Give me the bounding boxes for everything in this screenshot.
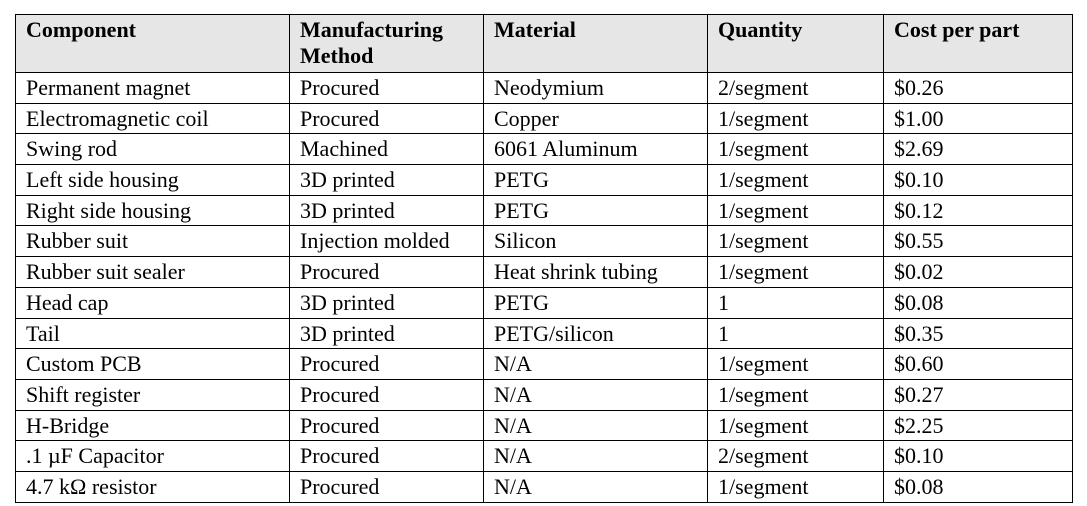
cell-component: Head cap (15, 286, 290, 319)
cell-manufacturing-method: Procured (289, 409, 484, 442)
cell-quantity: 1/segment (707, 409, 884, 442)
cell-manufacturing-method: Procured (289, 348, 484, 380)
cell-material: Neodymium (483, 72, 708, 104)
cell-manufacturing-method: Procured (289, 378, 484, 411)
table-row: Swing rod Machined 6061 Aluminum 1/segment $… (15, 133, 1073, 166)
cell-cost-per-part: $0.10 (883, 440, 1073, 472)
cell-cost-per-part: $0.08 (883, 286, 1073, 319)
cell-component: .1 µF Capacitor (15, 440, 290, 472)
cell-quantity: 1/segment (707, 164, 884, 196)
cell-quantity: 1/segment (707, 225, 884, 258)
cell-quantity: 1/segment (707, 133, 884, 166)
cell-manufacturing-method: Procured (289, 470, 484, 503)
table-row: Rubber suit Injection molded Silicon 1/segm… (15, 225, 1073, 258)
cell-cost-per-part: $2.25 (883, 409, 1073, 442)
header-row: Component Manufacturing Method Material … (15, 14, 1073, 73)
table-row: Head cap 3D printed PETG 1 $0.08 (15, 286, 1073, 319)
table-body: Permanent magnet Procured Neodymium 2/segme… (15, 72, 1073, 503)
table-row: H-Bridge Procured N/A 1/segment $2.25 (15, 409, 1073, 442)
cell-manufacturing-method: Procured (289, 256, 484, 288)
cell-material: N/A (483, 440, 708, 472)
table-row: 4.7 kΩ resistor Procured N/A 1/segment $0.08 (15, 470, 1073, 503)
cell-component: Shift register (15, 378, 290, 411)
cell-material: PETG (483, 194, 708, 227)
cell-cost-per-part: $0.35 (883, 317, 1073, 350)
header-manufacturing-method: Manufacturing Method (289, 14, 484, 73)
cell-material: PETG (483, 286, 708, 319)
parts-cost-table: Component Manufacturing Method Material … (15, 14, 1073, 503)
table-row: Tail 3D printed PETG/silicon 1 $0.35 (15, 317, 1073, 350)
cell-cost-per-part: $2.69 (883, 133, 1073, 166)
cell-component: H-Bridge (15, 409, 290, 442)
cell-quantity: 2/segment (707, 440, 884, 472)
cell-cost-per-part: $0.55 (883, 225, 1073, 258)
cell-component: Rubber suit (15, 225, 290, 258)
cell-material: N/A (483, 470, 708, 503)
cell-component: Swing rod (15, 133, 290, 166)
cell-quantity: 1 (707, 286, 884, 319)
cell-quantity: 1/segment (707, 348, 884, 380)
cell-component: 4.7 kΩ resistor (15, 470, 290, 503)
header-component: Component (15, 14, 290, 73)
cell-component: Electromagnetic coil (15, 102, 290, 135)
cell-manufacturing-method: Procured (289, 102, 484, 135)
table-row: Permanent magnet Procured Neodymium 2/segme… (15, 72, 1073, 104)
cell-quantity: 1/segment (707, 194, 884, 227)
cell-component: Tail (15, 317, 290, 350)
cell-material: 6061 Aluminum (483, 133, 708, 166)
cell-quantity: 1 (707, 317, 884, 350)
cell-cost-per-part: $0.60 (883, 348, 1073, 380)
cell-material: N/A (483, 378, 708, 411)
table-row: Left side housing 3D printed PETG 1/segment… (15, 164, 1073, 196)
cell-cost-per-part: $0.26 (883, 72, 1073, 104)
table-row: Shift register Procured N/A 1/segment $0.27 (15, 378, 1073, 411)
cell-cost-per-part: $0.10 (883, 164, 1073, 196)
cell-component: Custom PCB (15, 348, 290, 380)
parts-cost-table-container: Component Manufacturing Method Material … (15, 14, 1073, 503)
header-cost-per-part: Cost per part (883, 14, 1073, 73)
cell-manufacturing-method: Injection molded (289, 225, 484, 258)
cell-manufacturing-method: Procured (289, 72, 484, 104)
table-row: Rubber suit sealer Procured Heat shrink tu… (15, 256, 1073, 288)
cell-manufacturing-method: 3D printed (289, 164, 484, 196)
cell-component: Left side housing (15, 164, 290, 196)
cell-manufacturing-method: 3D printed (289, 194, 484, 227)
cell-component: Rubber suit sealer (15, 256, 290, 288)
cell-material: Silicon (483, 225, 708, 258)
cell-quantity: 1/segment (707, 256, 884, 288)
cell-manufacturing-method: Procured (289, 440, 484, 472)
cell-material: PETG (483, 164, 708, 196)
table-row: Electromagnetic coil Procured Copper 1/segm… (15, 102, 1073, 135)
cell-material: Heat shrink tubing (483, 256, 708, 288)
cell-manufacturing-method: 3D printed (289, 286, 484, 319)
table-row: Right side housing 3D printed PETG 1/segmen… (15, 194, 1073, 227)
table-header: Component Manufacturing Method Material … (15, 14, 1073, 73)
cell-manufacturing-method: Machined (289, 133, 484, 166)
header-material: Material (483, 14, 708, 73)
cell-cost-per-part: $0.08 (883, 470, 1073, 503)
cell-component: Permanent magnet (15, 72, 290, 104)
cell-quantity: 2/segment (707, 72, 884, 104)
cell-cost-per-part: $0.12 (883, 194, 1073, 227)
cell-cost-per-part: $0.02 (883, 256, 1073, 288)
table-row: .1 µF Capacitor Procured N/A 2/segment $0.10 (15, 440, 1073, 472)
cell-quantity: 1/segment (707, 102, 884, 135)
cell-material: N/A (483, 348, 708, 380)
cell-material: PETG/silicon (483, 317, 708, 350)
cell-quantity: 1/segment (707, 470, 884, 503)
header-quantity: Quantity (707, 14, 884, 73)
cell-manufacturing-method: 3D printed (289, 317, 484, 350)
cell-material: N/A (483, 409, 708, 442)
cell-material: Copper (483, 102, 708, 135)
table-row: Custom PCB Procured N/A 1/segment $0.60 (15, 348, 1073, 380)
cell-quantity: 1/segment (707, 378, 884, 411)
cell-cost-per-part: $0.27 (883, 378, 1073, 411)
cell-component: Right side housing (15, 194, 290, 227)
cell-cost-per-part: $1.00 (883, 102, 1073, 135)
